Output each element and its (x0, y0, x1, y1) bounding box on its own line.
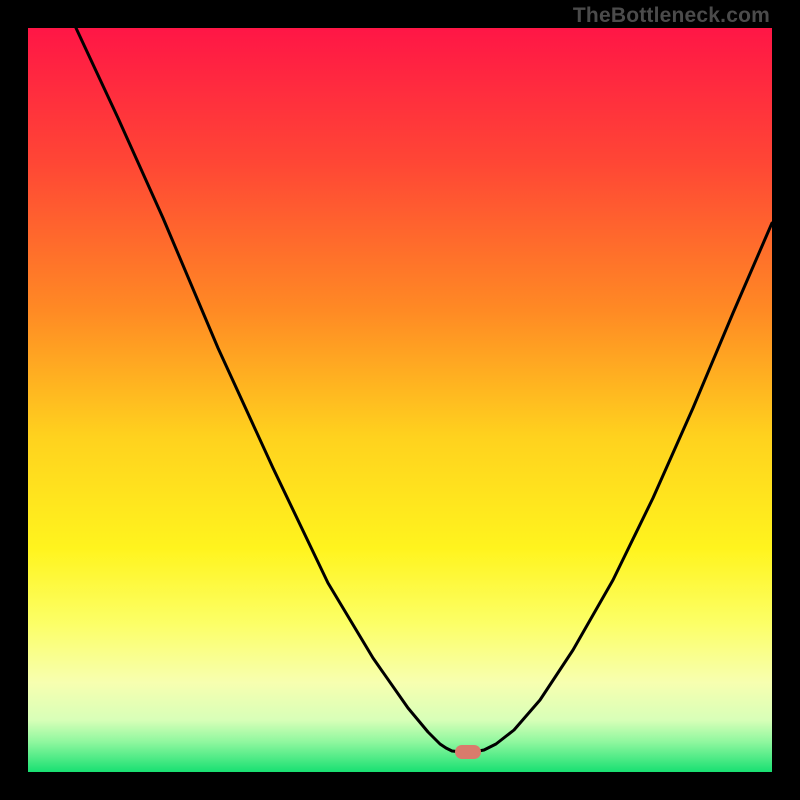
plot-area (28, 28, 772, 772)
curve-path (76, 28, 772, 752)
chart-frame: TheBottleneck.com (0, 0, 800, 800)
watermark-text: TheBottleneck.com (573, 4, 770, 28)
optimum-marker (455, 745, 481, 759)
bottleneck-curve (28, 28, 772, 772)
